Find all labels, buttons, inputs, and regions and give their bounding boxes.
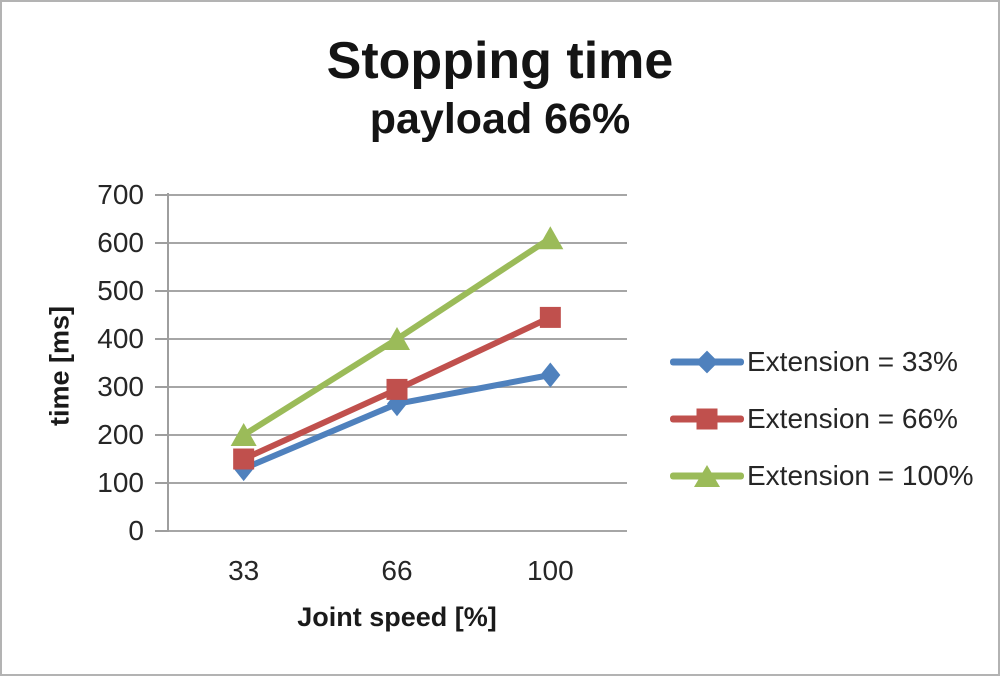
x-tick-label: 66 [381,555,413,586]
legend-item-extension-33-: Extension = 33% [670,333,974,390]
y-tick-label: 0 [128,515,144,546]
chart-title: Stopping time [326,32,674,90]
marker-diamond [540,362,561,388]
legend-shape-diamond [695,350,719,373]
legend-item-extension-100-: Extension = 100% [670,447,974,504]
marker-triangle [537,226,564,250]
x-tick-label: 33 [228,555,260,586]
x-axis-title: Joint speed [%] [297,602,497,632]
legend-shape-square [696,408,718,429]
y-tick-label: 400 [97,323,144,354]
y-tick-label: 700 [97,179,144,210]
x-tick-label: 100 [526,555,574,586]
y-axis-title: time [ms] [44,305,75,427]
y-tick-label: 300 [97,371,144,402]
legend-diamond-marker-icon [670,345,744,379]
chart-legend: Extension = 33% Extension = 66% Extension … [670,333,974,504]
y-tick-label: 200 [97,419,144,450]
legend-label: Extension = 100% [747,459,974,491]
marker-square [233,448,255,470]
y-tick-label: 100 [97,467,144,498]
legend-item-extension-66-: Extension = 66% [670,390,974,447]
legend-label: Extension = 66% [747,402,958,434]
marker-square [386,378,408,400]
legend-label: Extension = 33% [747,345,958,377]
marker-square [539,306,561,328]
y-tick-label: 500 [97,275,144,306]
legend-square-marker-icon [670,402,744,436]
marker-triangle [230,423,257,446]
y-tick-label: 600 [97,227,144,258]
marker-triangle [384,327,410,350]
legend-shape-triangle [694,464,720,487]
chart-subtitle: payload 66% [369,95,631,143]
legend-triangle-marker-icon [670,459,744,493]
